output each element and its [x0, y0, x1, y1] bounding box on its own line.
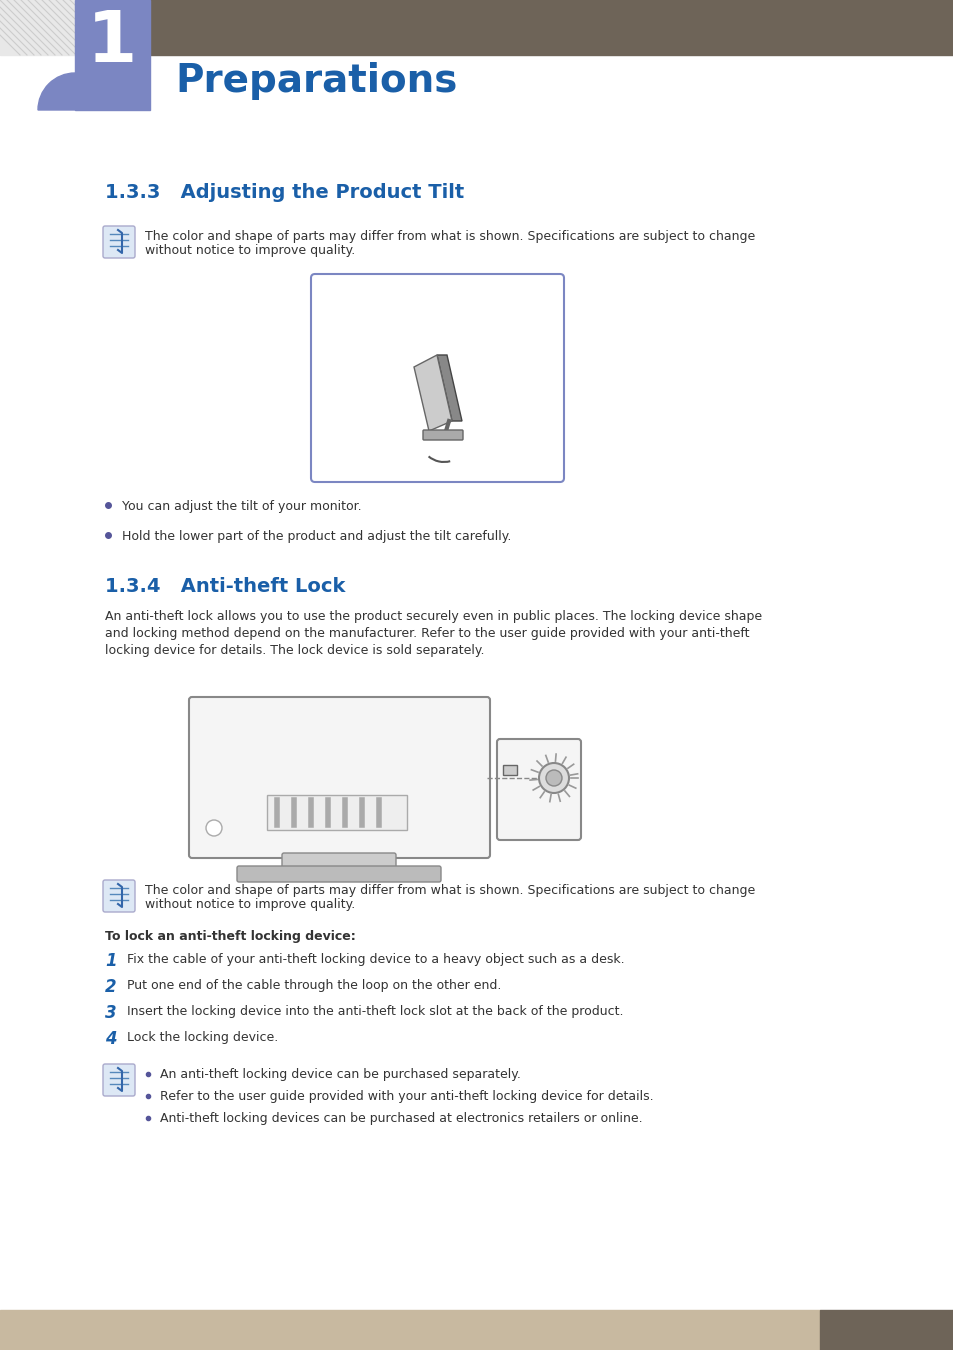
Wedge shape	[38, 73, 112, 109]
Text: Refer to the user guide provided with your anti-theft locking device for details: Refer to the user guide provided with yo…	[160, 1089, 653, 1103]
Text: 3: 3	[105, 1004, 116, 1022]
Text: Anti-theft locking devices can be purchased at electronics retailers or online.: Anti-theft locking devices can be purcha…	[160, 1112, 642, 1125]
Text: 1.3.4   Anti-theft Lock: 1.3.4 Anti-theft Lock	[105, 576, 345, 595]
Text: 1: 1	[105, 952, 116, 971]
FancyBboxPatch shape	[497, 738, 580, 840]
Bar	[0, 1310, 820, 1350]
Text: Put one end of the cable through the loop on the other end.: Put one end of the cable through the loo…	[127, 979, 501, 992]
Text: without notice to improve quality.: without notice to improve quality.	[145, 244, 355, 256]
Polygon shape	[414, 355, 452, 431]
Text: To lock an anti-theft locking device:: To lock an anti-theft locking device:	[105, 930, 355, 944]
Bar	[75, 0, 150, 109]
Bar	[267, 795, 407, 830]
Text: -1° (±2.0°) ~ 15° (±2.0°): -1° (±2.0°) ~ 15° (±2.0°)	[327, 290, 459, 300]
Text: The color and shape of parts may differ from what is shown. Specifications are s: The color and shape of parts may differ …	[145, 230, 755, 243]
Text: 1.3.3   Adjusting the Product Tilt: 1.3.3 Adjusting the Product Tilt	[105, 184, 464, 202]
Circle shape	[538, 763, 568, 792]
Text: Insert the locking device into the anti-theft lock slot at the back of the produ: Insert the locking device into the anti-…	[127, 1004, 623, 1018]
Text: without notice to improve quality.: without notice to improve quality.	[145, 898, 355, 911]
Text: Preparations: Preparations	[174, 62, 456, 100]
FancyBboxPatch shape	[311, 274, 563, 482]
FancyBboxPatch shape	[236, 865, 440, 882]
FancyBboxPatch shape	[103, 880, 135, 913]
Bar	[502, 765, 517, 775]
Text: 4: 4	[105, 1030, 116, 1048]
Text: and locking method depend on the manufacturer. Refer to the user guide provided : and locking method depend on the manufac…	[105, 626, 749, 640]
Bar	[130, 0, 953, 55]
Text: 2: 2	[105, 977, 116, 996]
FancyBboxPatch shape	[282, 853, 395, 873]
Text: Fix the cable of your anti-theft locking device to a heavy object such as a desk: Fix the cable of your anti-theft locking…	[127, 953, 624, 967]
Text: You can adjust the tilt of your monitor.: You can adjust the tilt of your monitor.	[122, 500, 361, 513]
Text: locking device for details. The lock device is sold separately.: locking device for details. The lock dev…	[105, 644, 484, 657]
FancyBboxPatch shape	[422, 431, 462, 440]
Text: Lock the locking device.: Lock the locking device.	[127, 1031, 278, 1044]
Bar	[0, 0, 130, 55]
Circle shape	[206, 819, 222, 836]
FancyBboxPatch shape	[103, 225, 135, 258]
Text: 1 Preparations: 1 Preparations	[659, 1318, 750, 1331]
FancyBboxPatch shape	[103, 1064, 135, 1096]
Text: An anti-theft lock allows you to use the product securely even in public places.: An anti-theft lock allows you to use the…	[105, 610, 761, 622]
Polygon shape	[436, 355, 461, 421]
Text: An anti-theft locking device can be purchased separately.: An anti-theft locking device can be purc…	[160, 1068, 520, 1081]
FancyBboxPatch shape	[189, 697, 490, 859]
Text: 27: 27	[864, 1318, 887, 1336]
Bar	[820, 1310, 953, 1350]
Text: Hold the lower part of the product and adjust the tilt carefully.: Hold the lower part of the product and a…	[122, 531, 511, 543]
Text: 1: 1	[87, 8, 137, 77]
Text: The color and shape of parts may differ from what is shown. Specifications are s: The color and shape of parts may differ …	[145, 884, 755, 896]
Circle shape	[545, 769, 561, 786]
